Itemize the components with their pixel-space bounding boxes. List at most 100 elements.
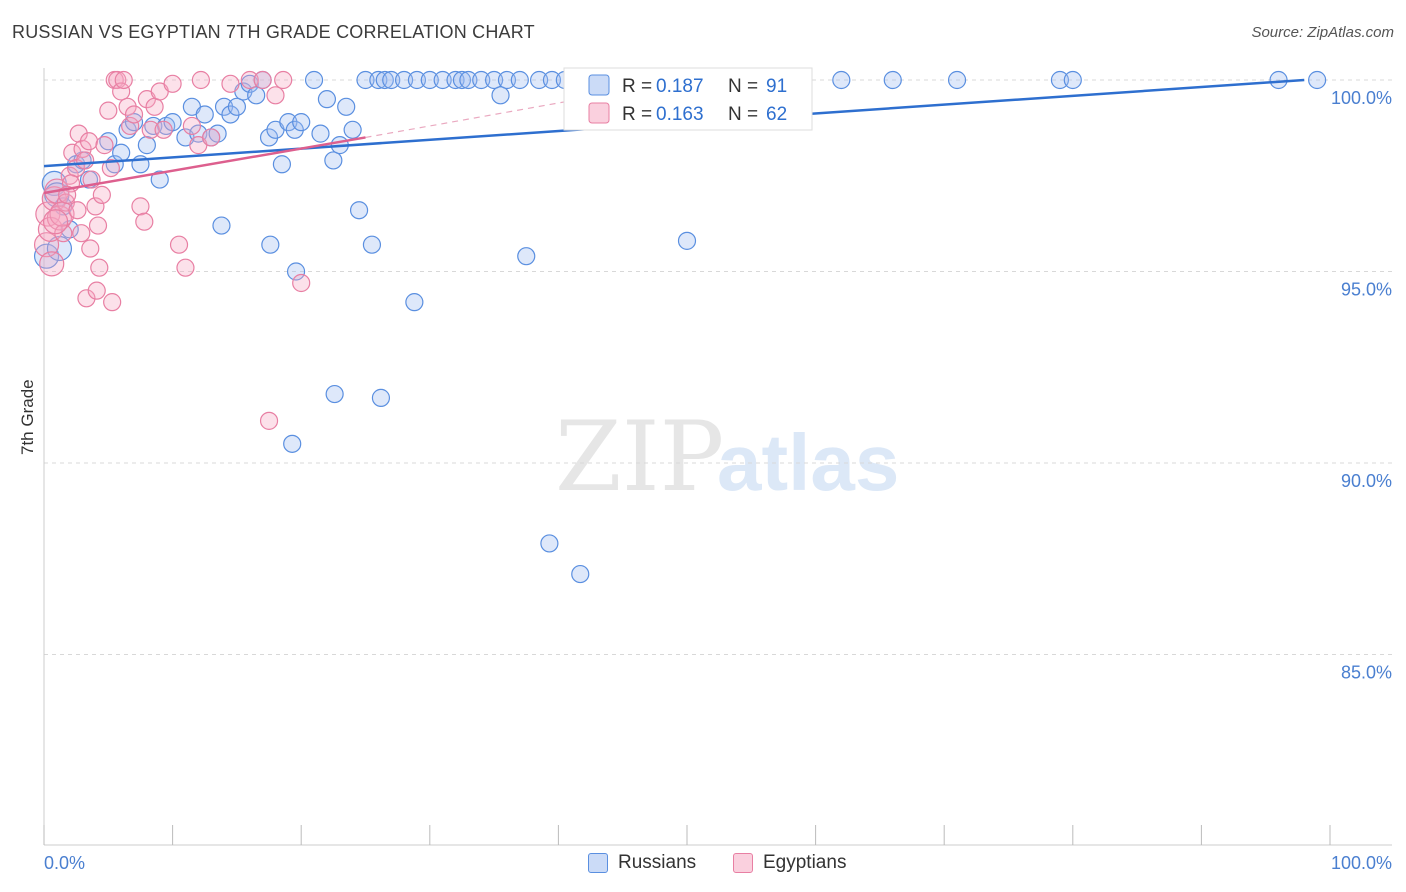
russians-point <box>394 70 414 90</box>
egyptians-point <box>90 258 109 277</box>
egyptians-points <box>33 70 311 430</box>
russians-point <box>405 293 424 312</box>
russians-n-value: 91 <box>766 76 787 97</box>
legend-item-egyptians[interactable]: Egyptians <box>733 852 846 874</box>
russians-point <box>375 70 394 90</box>
russians-point <box>497 70 517 90</box>
russians-point <box>530 70 549 90</box>
axes <box>43 68 1392 846</box>
russians-point <box>485 70 504 90</box>
russians-point <box>420 70 439 90</box>
egyptians-point <box>259 411 279 430</box>
russians-point <box>137 136 156 155</box>
russians-point <box>349 201 369 220</box>
russians-point <box>947 70 967 90</box>
gridlines <box>44 79 1392 655</box>
russians-point <box>283 434 302 453</box>
russians-r-value: 0.187 <box>656 76 704 97</box>
legend-item-russians[interactable]: Russians <box>588 852 696 874</box>
egyptians-point <box>33 232 60 258</box>
egyptians-point <box>81 239 100 258</box>
russians-point <box>371 388 391 407</box>
egyptians-point <box>163 74 182 93</box>
russians-r-label: R = <box>622 76 652 97</box>
y-tick-label: 85.0% <box>1341 663 1392 683</box>
egyptians-point <box>103 293 122 312</box>
x-tick-label: 0.0% <box>44 853 85 873</box>
egyptians-point <box>169 235 189 254</box>
y-tick-label: 100.0% <box>1331 88 1392 108</box>
series-legend: Russians Egyptians <box>0 852 1406 878</box>
russians-point <box>1308 70 1327 90</box>
egyptians-point <box>86 197 105 216</box>
egyptians-swatch <box>588 102 610 124</box>
egyptians-point <box>112 82 131 101</box>
russians-point <box>272 155 292 174</box>
russians-point <box>369 70 388 90</box>
legend-swatch-egyptians <box>733 853 753 873</box>
russians-point <box>311 124 330 143</box>
egyptians-point <box>69 124 88 143</box>
legend-swatch-russians <box>588 853 608 873</box>
egyptians-point <box>240 70 259 90</box>
egyptians-point <box>77 289 96 308</box>
russians-point <box>510 70 529 90</box>
russians-point <box>317 90 337 109</box>
russians-point <box>446 70 465 90</box>
egyptians-point <box>92 185 111 204</box>
russians-point <box>325 384 344 404</box>
russians-point <box>883 70 902 90</box>
russians-point <box>150 170 169 189</box>
russians-point <box>362 235 382 254</box>
egyptians-n-value: 62 <box>766 104 787 125</box>
russians-point <box>261 235 280 254</box>
egyptians-point <box>292 273 311 293</box>
egyptians-point <box>145 97 164 116</box>
egyptians-r-label: R = <box>622 104 652 125</box>
russians-point <box>1063 70 1082 90</box>
russians-point <box>407 70 427 90</box>
russians-point <box>343 120 362 139</box>
egyptians-point <box>46 205 73 231</box>
russians-point <box>247 86 266 105</box>
egyptians-point <box>131 197 150 216</box>
x-tick-label: 100.0% <box>1331 853 1392 873</box>
tick-labels: 100.0% 95.0% 90.0% 85.0% 0.0% 100.0% <box>44 88 1392 873</box>
watermark: ZIP atlas <box>555 401 899 513</box>
egyptians-trend-line <box>43 136 366 195</box>
russians-point <box>1050 70 1070 90</box>
russians-point <box>459 70 478 90</box>
egyptians-point <box>99 101 118 120</box>
russians-point <box>227 97 246 116</box>
egyptians-n-label: N = <box>728 104 758 125</box>
egyptians-point <box>274 70 293 90</box>
russians-point <box>433 70 452 90</box>
egyptians-point <box>87 281 106 300</box>
egyptians-point <box>88 216 108 235</box>
russians-point <box>292 113 311 132</box>
egyptians-point <box>108 70 127 90</box>
egyptians-point <box>124 105 144 124</box>
egyptians-point <box>72 224 91 243</box>
legend-label-egyptians: Egyptians <box>763 852 847 873</box>
russians-n-label: N = <box>728 76 758 97</box>
russians-point <box>540 534 559 553</box>
legend-label-russians: Russians <box>618 852 697 873</box>
russians-point <box>1269 70 1288 90</box>
watermark-zip: ZIP <box>555 401 724 513</box>
russians-point <box>571 564 590 584</box>
russians-point <box>212 216 231 235</box>
russians-point <box>452 70 472 90</box>
egyptians-point <box>121 116 140 136</box>
chart-title: RUSSIAN VS EGYPTIAN 7TH GRADE CORRELATIO… <box>12 22 535 42</box>
russians-point <box>677 231 697 250</box>
stats-legend: R = 0.187 N = 91 R = 0.163 N = 62 <box>563 67 813 131</box>
source-credit: Source: ZipAtlas.com <box>1251 24 1394 41</box>
egyptians-point <box>39 251 65 277</box>
egyptians-point <box>42 209 69 235</box>
y-tick-label: 95.0% <box>1341 280 1392 300</box>
egyptians-point <box>266 86 285 105</box>
egyptians-point <box>253 70 272 90</box>
russians-point <box>491 86 510 105</box>
